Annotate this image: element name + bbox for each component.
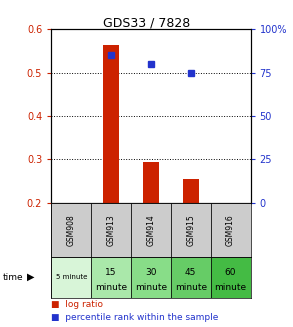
Bar: [183, 179, 199, 203]
Bar: [143, 162, 159, 203]
Text: GSM914: GSM914: [146, 214, 155, 246]
Text: 5 minute: 5 minute: [55, 274, 87, 280]
Text: minute: minute: [214, 283, 247, 292]
Text: minute: minute: [95, 283, 127, 292]
Text: GSM915: GSM915: [186, 214, 195, 246]
Bar: [211, 203, 251, 257]
Bar: [51, 203, 91, 257]
Bar: [91, 257, 131, 298]
Text: minute: minute: [135, 283, 167, 292]
Bar: [171, 257, 211, 298]
Text: GSM916: GSM916: [226, 214, 235, 246]
Bar: [171, 203, 211, 257]
Text: GSM908: GSM908: [67, 214, 76, 246]
Bar: [131, 257, 171, 298]
Text: 15: 15: [105, 268, 117, 277]
Text: GSM913: GSM913: [107, 214, 115, 246]
Text: ▶: ▶: [27, 272, 35, 282]
Bar: [211, 257, 251, 298]
Bar: [51, 257, 91, 298]
Text: 60: 60: [225, 268, 236, 277]
Text: 45: 45: [185, 268, 196, 277]
Text: ■  log ratio: ■ log ratio: [51, 300, 103, 309]
Text: time: time: [3, 273, 23, 282]
Text: 30: 30: [145, 268, 157, 277]
Text: GDS33 / 7828: GDS33 / 7828: [103, 16, 190, 29]
Bar: [91, 203, 131, 257]
Bar: [131, 203, 171, 257]
Text: minute: minute: [175, 283, 207, 292]
Text: ■  percentile rank within the sample: ■ percentile rank within the sample: [51, 313, 219, 322]
Bar: [103, 44, 119, 203]
